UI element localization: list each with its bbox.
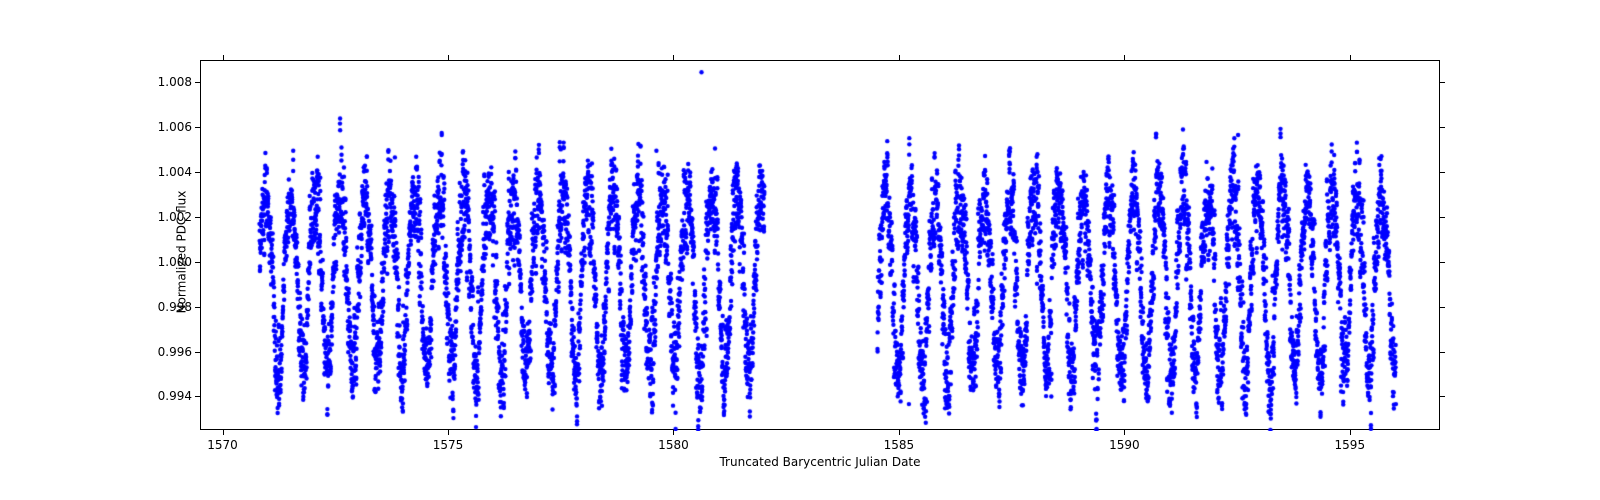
x-tick-mark (223, 55, 224, 60)
y-tick-mark (195, 82, 200, 83)
plot-area (200, 60, 1440, 430)
y-tick-label: 1.004 (152, 165, 192, 179)
x-tick-mark (448, 430, 449, 435)
y-tick-mark (1440, 217, 1445, 218)
y-tick-mark (195, 396, 200, 397)
y-tick-mark (195, 352, 200, 353)
x-tick-mark (899, 430, 900, 435)
y-tick-mark (1440, 82, 1445, 83)
y-tick-label: 1.002 (152, 210, 192, 224)
x-tick-label: 1595 (1335, 438, 1366, 452)
y-tick-mark (195, 262, 200, 263)
x-tick-mark (673, 55, 674, 60)
x-tick-label: 1590 (1109, 438, 1140, 452)
x-tick-mark (1350, 55, 1351, 60)
y-tick-mark (195, 217, 200, 218)
x-tick-label: 1575 (433, 438, 464, 452)
x-tick-mark (448, 55, 449, 60)
y-tick-mark (195, 172, 200, 173)
y-tick-label: 0.994 (152, 389, 192, 403)
y-tick-mark (1440, 172, 1445, 173)
x-tick-mark (223, 430, 224, 435)
y-tick-mark (1440, 262, 1445, 263)
light-curve-chart: Truncated Barycentric Julian Date Normal… (0, 0, 1600, 500)
x-tick-label: 1570 (207, 438, 238, 452)
x-tick-label: 1580 (658, 438, 689, 452)
y-tick-label: 0.998 (152, 300, 192, 314)
x-axis-label: Truncated Barycentric Julian Date (719, 455, 920, 469)
x-tick-mark (1350, 430, 1351, 435)
x-tick-label: 1585 (884, 438, 915, 452)
y-tick-mark (1440, 396, 1445, 397)
x-tick-mark (673, 430, 674, 435)
y-tick-mark (195, 127, 200, 128)
y-tick-label: 1.008 (152, 75, 192, 89)
y-tick-mark (1440, 127, 1445, 128)
y-tick-mark (1440, 352, 1445, 353)
x-tick-mark (1124, 55, 1125, 60)
y-tick-mark (195, 307, 200, 308)
x-tick-mark (1124, 430, 1125, 435)
y-tick-label: 0.996 (152, 345, 192, 359)
y-tick-label: 1.000 (152, 255, 192, 269)
x-tick-mark (899, 55, 900, 60)
y-tick-label: 1.006 (152, 120, 192, 134)
y-tick-mark (1440, 307, 1445, 308)
scatter-points (201, 61, 1441, 431)
